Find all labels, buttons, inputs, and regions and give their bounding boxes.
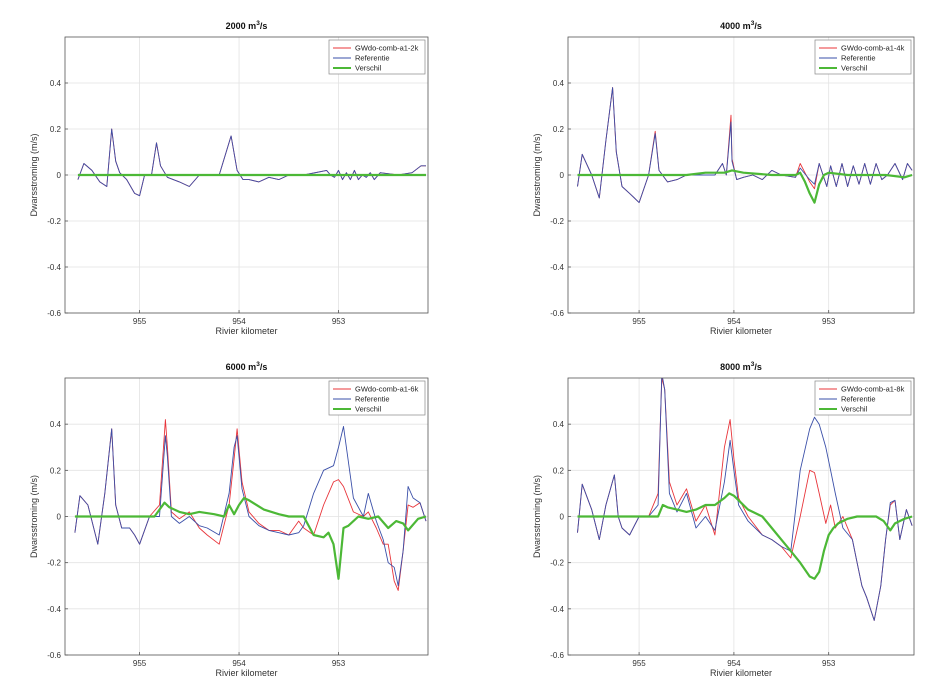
y-tick-label: -0.2 [550,217,564,226]
legend-label: Verschil [841,64,868,73]
series-line-verschil [577,492,913,580]
series-group [577,378,913,621]
x-tick-label: 953 [822,317,836,326]
x-tick-label: 953 [822,659,836,668]
panel-title: 6000 m3/s [226,361,268,372]
chart-panel-3: 955 954 953 -0.6 -0.4 -0.2 0 0.2 0.4 Rivier kilom… [29,361,429,678]
legend-label: GWdo-comb-a1-8k [841,385,905,394]
legend-label: Referentie [841,54,876,63]
y-tick-label: -0.2 [47,559,61,568]
legend-label: GWdo-comb-a1-4k [841,44,905,53]
x-tick-label: 955 [632,659,646,668]
legend-label: GWdo-comb-a1-6k [355,385,419,394]
y-tick-label: 0.2 [553,466,565,475]
y-tick-label: 0.4 [553,420,565,429]
x-tick-label: 955 [133,317,147,326]
legend-label: Referentie [355,395,390,404]
x-tick-label: 954 [727,659,741,668]
chart-panel-4: 955 954 953 -0.6 -0.4 -0.2 0 0.2 0.4 Rivier kilom… [532,361,915,678]
y-tick-label: -0.6 [550,309,564,318]
legend-label: GWdo-comb-a1-2k [355,44,419,53]
chart-panel-2: 955 954 953 -0.6 -0.4 -0.2 0 0.2 0.4 Rivier kilom… [532,20,915,336]
series-group [74,419,427,591]
x-axis-label: Rivier kilometer [215,668,277,678]
y-tick-label: 0.2 [50,125,62,134]
y-tick-label: 0.4 [50,79,62,88]
panel-title: 2000 m3/s [226,20,268,31]
x-axis-label: Rivier kilometer [710,668,772,678]
y-axis-label: Dwarsstroming (m/s) [29,133,39,216]
legend-label: Verschil [355,405,382,414]
y-tick-label: -0.4 [47,605,61,614]
series-group [77,128,426,197]
y-tick-label: 0 [57,171,62,180]
legend-label: Referentie [841,395,876,404]
y-tick-label: 0.2 [553,125,565,134]
y-axis-label: Dwarsstroming (m/s) [532,475,542,558]
x-tick-label: 954 [232,317,246,326]
y-tick-label: 0 [57,513,62,522]
y-tick-label: -0.2 [550,559,564,568]
y-tick-label: 0.4 [553,79,565,88]
series-line-referentie [577,87,913,204]
series-line-verschil [74,496,427,580]
series-line-referentie [577,378,913,621]
y-axis-label: Dwarsstroming (m/s) [532,133,542,216]
legend-label: Referentie [355,54,390,63]
y-tick-label: 0.4 [50,420,62,429]
x-tick-label: 953 [332,317,346,326]
y-tick-label: -0.6 [47,309,61,318]
y-tick-label: -0.4 [550,263,564,272]
y-tick-label: 0 [560,171,565,180]
chart-panel-1: 955 954 953 -0.6 -0.4 -0.2 0 0.2 0.4 Rivier kilom… [29,20,429,336]
x-tick-label: 954 [232,659,246,668]
legend-label: Verschil [355,64,382,73]
panel-title: 4000 m3/s [720,20,762,31]
y-tick-label: -0.2 [47,217,61,226]
x-axis-label: Rivier kilometer [215,326,277,336]
x-tick-label: 955 [133,659,147,668]
y-tick-label: 0.2 [50,466,62,475]
y-tick-label: -0.6 [550,651,564,660]
series-line-verschil [577,169,913,204]
y-tick-label: 0 [560,513,565,522]
y-tick-label: -0.6 [47,651,61,660]
x-tick-label: 954 [727,317,741,326]
x-tick-label: 953 [332,659,346,668]
series-line-referentie [74,426,427,587]
panel-title: 8000 m3/s [720,361,762,372]
legend-label: Verschil [841,405,868,414]
x-tick-label: 955 [632,317,646,326]
y-tick-label: -0.4 [47,263,61,272]
x-axis-label: Rivier kilometer [710,326,772,336]
y-axis-label: Dwarsstroming (m/s) [29,475,39,558]
series-group [577,87,913,204]
y-tick-label: -0.4 [550,605,564,614]
